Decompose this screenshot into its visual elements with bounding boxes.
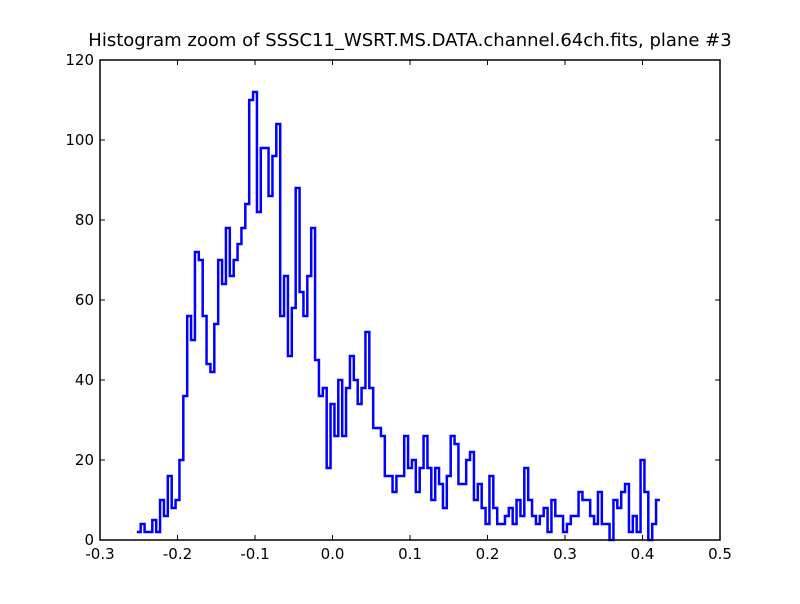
y-tick-label: 80 bbox=[75, 211, 94, 229]
y-tick-label: 20 bbox=[75, 451, 94, 469]
x-tick-label: 0.4 bbox=[631, 545, 655, 563]
x-tick-label: 0.0 bbox=[321, 545, 345, 563]
x-tick-label: -0.2 bbox=[163, 545, 192, 563]
y-tick-label: 0 bbox=[84, 531, 94, 549]
histogram-step-line bbox=[136, 90, 660, 542]
x-tick-label: 0.3 bbox=[553, 545, 577, 563]
x-tick-label: -0.3 bbox=[85, 545, 114, 563]
y-tick-label: 40 bbox=[75, 371, 94, 389]
y-tick-label: 100 bbox=[65, 131, 94, 149]
axis-ticks: -0.3 -0.2 -0.1 0.0 0.1 0.2 0.3 0.4 0.5 0 20 40 60 80 1… bbox=[65, 51, 732, 563]
x-tick-label: 0.5 bbox=[708, 545, 732, 563]
y-tick-label: 120 bbox=[65, 51, 94, 69]
plot-frame bbox=[99, 59, 721, 541]
x-tick-label: 0.2 bbox=[476, 545, 500, 563]
x-tick-label: -0.1 bbox=[240, 545, 269, 563]
chart-title: Histogram zoom of SSSC11_WSRT.MS.DATA.ch… bbox=[88, 30, 731, 51]
x-tick-label: 0.1 bbox=[398, 545, 422, 563]
y-tick-label: 60 bbox=[75, 291, 94, 309]
